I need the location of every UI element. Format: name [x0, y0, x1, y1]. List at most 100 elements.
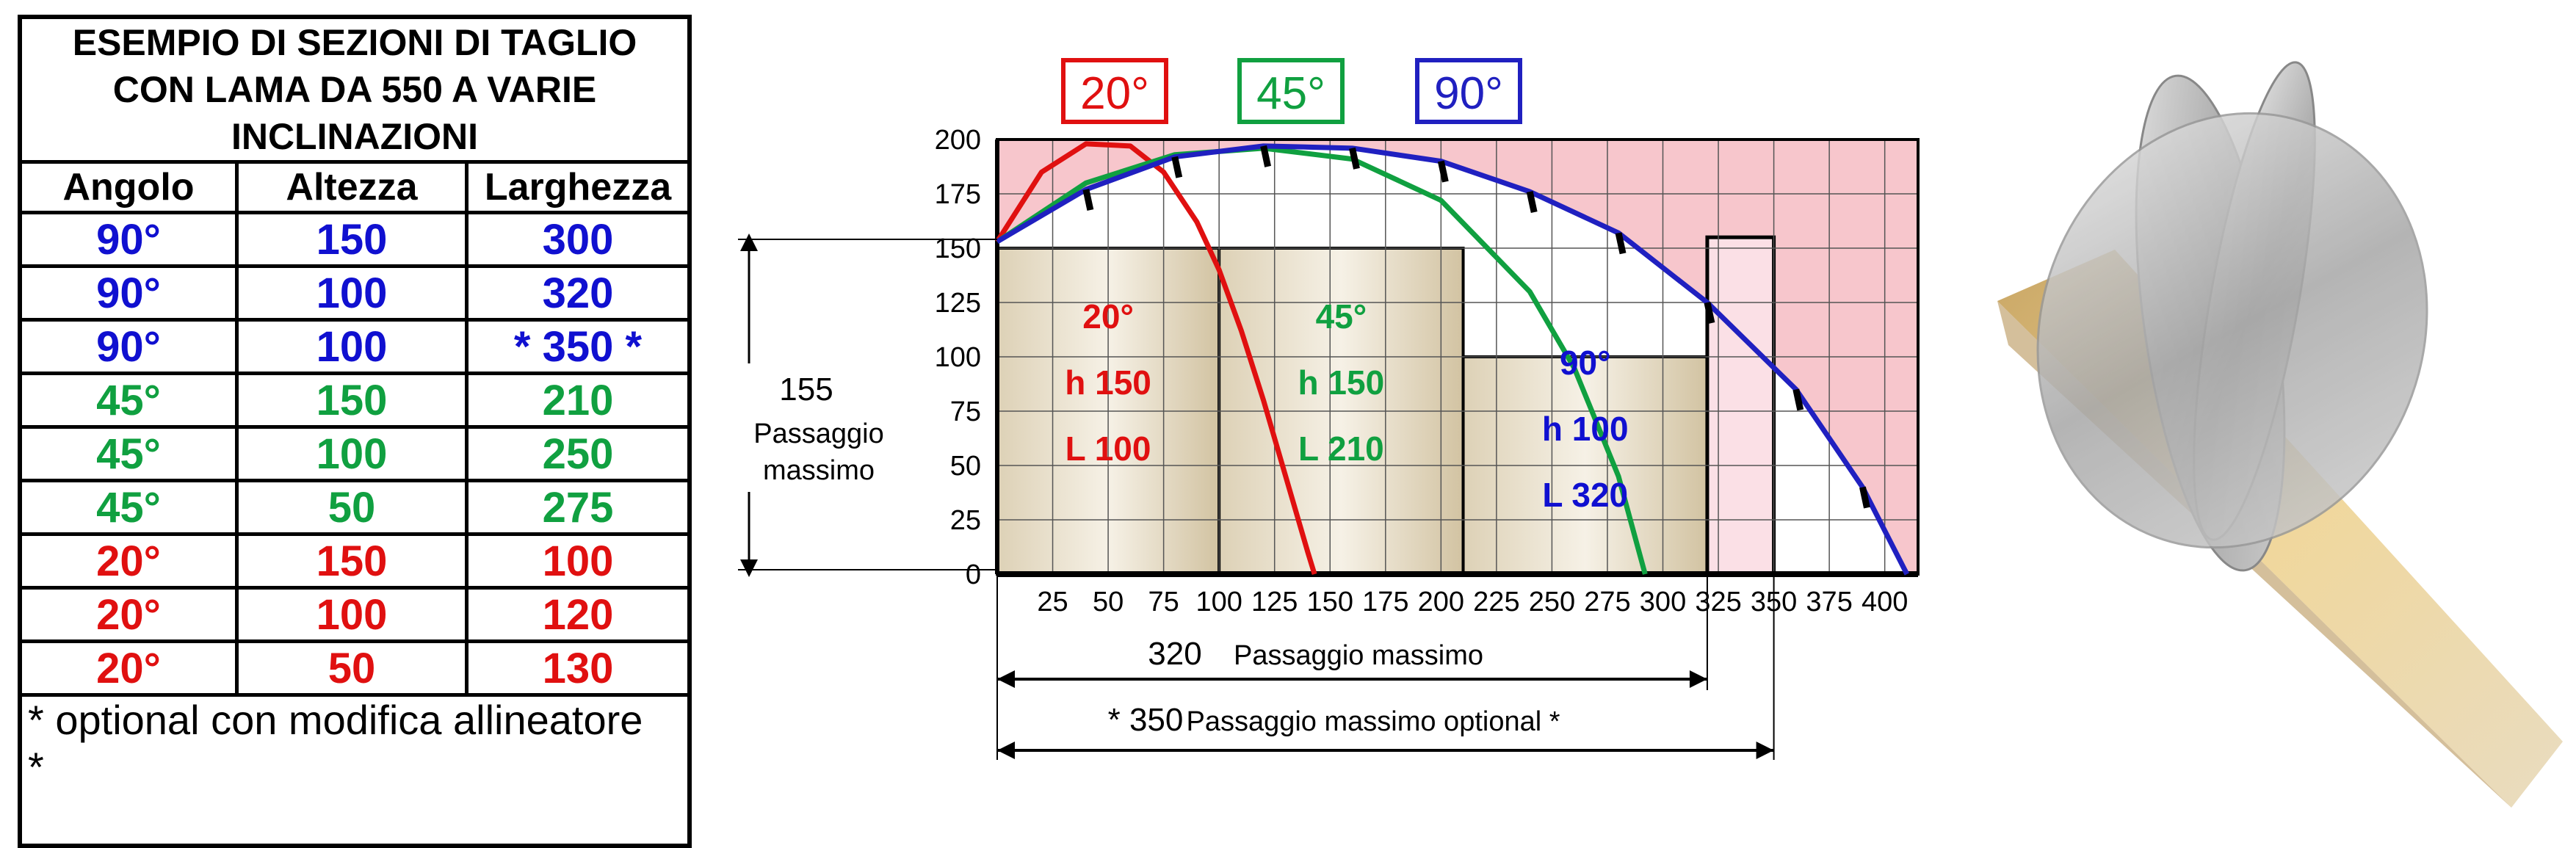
x-tick-label: 125	[1251, 587, 1298, 617]
cell-width: 130	[465, 639, 692, 697]
x-tick-label: 250	[1529, 587, 1575, 617]
table-row: 90° 150 300	[18, 211, 692, 268]
table-row: 45° 50 275	[18, 479, 692, 536]
legend-box	[1415, 58, 1522, 124]
table-title-line: CON LAMA DA 550 A VARIE	[112, 69, 597, 110]
cell-angle: 45°	[18, 425, 239, 482]
legend-box	[1061, 58, 1168, 124]
section-label-angle: 20°	[1082, 297, 1134, 336]
cell-width: * 350 *	[465, 318, 692, 375]
legend-label: 90°	[1434, 68, 1503, 119]
x-tick-label: 150	[1307, 587, 1353, 617]
cell-height: 100	[235, 425, 468, 482]
blade-tooth-mark	[1082, 189, 1094, 211]
cell-width: 120	[465, 586, 692, 643]
arrow-head	[997, 742, 1015, 759]
cell-height: 150	[235, 372, 468, 429]
table-row: 20° 100 120	[18, 586, 692, 643]
table-title-line: INCLINAZIONI	[231, 116, 479, 157]
cell-angle: 20°	[18, 532, 239, 590]
cut-sections-table: ESEMPIO DI SEZIONI DI TAGLIO CON LAMA DA…	[18, 15, 692, 848]
y-tick-label: 150	[935, 233, 981, 264]
cell-height: 100	[235, 586, 468, 643]
blade-tooth-mark	[1171, 156, 1183, 178]
blade-tooth-mark	[1615, 232, 1627, 255]
x-tick-label: 300	[1640, 587, 1686, 617]
x-tick-label: 400	[1862, 587, 1908, 617]
cell-angle: 45°	[18, 479, 239, 536]
series-line-2	[996, 143, 1910, 576]
table-title-line: ESEMPIO DI SEZIONI DI TAGLIO	[72, 22, 637, 63]
cell-width: 320	[465, 264, 692, 322]
cell-height: 100	[235, 318, 468, 375]
arrow-head	[1689, 670, 1707, 688]
table-title: ESEMPIO DI SEZIONI DI TAGLIO CON LAMA DA…	[18, 15, 692, 164]
cell-angle: 90°	[18, 264, 239, 322]
note-line: *	[28, 744, 44, 790]
cell-width: 275	[465, 479, 692, 536]
section-label-h: h 150	[1298, 363, 1385, 402]
blade-tooth-mark	[1437, 160, 1449, 183]
cell-height: 150	[235, 211, 468, 268]
arrow-head	[997, 670, 1015, 688]
cell-height: 50	[235, 479, 468, 536]
x-tick-label: 325	[1695, 587, 1741, 617]
table-row: 45° 150 210	[18, 372, 692, 429]
cell-width: 250	[465, 425, 692, 482]
section-label-L: L 210	[1298, 430, 1384, 468]
x-tick-label: 25	[1037, 587, 1068, 617]
section-label-h: h 150	[1065, 363, 1151, 402]
cell-width: 210	[465, 372, 692, 429]
width2-value: * 350	[1108, 702, 1184, 738]
saw-blade-illustration	[1997, 61, 2563, 808]
x-tick-label: 375	[1806, 587, 1852, 617]
blade-tooth-mark	[1526, 191, 1538, 213]
table-row: 90° 100 320	[18, 264, 692, 322]
y-tick-label: 75	[950, 396, 981, 427]
x-tick-label: 225	[1473, 587, 1519, 617]
blade-tooth-mark	[1859, 486, 1870, 509]
cell-angle: 90°	[18, 318, 239, 375]
series-line-0	[995, 141, 1317, 576]
blade-tooth-mark	[1704, 302, 1715, 324]
blade-tooth-mark	[1260, 145, 1272, 167]
cell-angle: 45°	[18, 372, 239, 429]
plot-area: 25 50 75 100 125 150 175 200 225 250 275 300 325 350 3…	[734, 58, 1920, 760]
x-tick-label: 100	[1195, 587, 1242, 617]
header-angle: Angolo	[18, 160, 239, 214]
cutting-capacity-chart: 25 50 75 100 125 150 175 200 225 250 275 300 325 350 3…	[734, 58, 2563, 808]
optional-section-box	[1705, 235, 1776, 576]
y-tick-label: 175	[935, 179, 981, 210]
y-tick-label: 125	[935, 288, 981, 319]
legend-label: 20°	[1080, 68, 1149, 119]
x-tick-label: 175	[1362, 587, 1408, 617]
x-tick-label: 200	[1418, 587, 1464, 617]
height-label: Passaggio	[753, 418, 883, 449]
arrow-head	[740, 233, 758, 251]
y-tick-label: 50	[950, 451, 981, 482]
saw-blade	[2036, 112, 2428, 549]
cell-angle: 20°	[18, 639, 239, 697]
blade-tooth-mark	[1792, 388, 1804, 411]
x-tick-label: 275	[1584, 587, 1630, 617]
legend-box	[1237, 58, 1345, 124]
y-tick-label: 25	[950, 505, 981, 536]
header-width: Larghezza	[465, 160, 692, 214]
legend-label: 45°	[1256, 68, 1325, 119]
table-row: 20° 150 100	[18, 532, 692, 590]
y-tick-label: 0	[966, 559, 981, 590]
section-label-angle: 45°	[1316, 297, 1367, 336]
height-label: massimo	[763, 455, 875, 486]
cell-width: 100	[465, 532, 692, 590]
x-tick-label: 50	[1093, 587, 1124, 617]
height-value: 155	[779, 372, 833, 407]
width1-label: Passaggio massimo	[1234, 640, 1483, 671]
arrow-head	[1756, 742, 1774, 759]
section-label-h: h 100	[1542, 410, 1629, 448]
cell-height: 100	[235, 264, 468, 322]
table-row: 20° 50 130	[18, 639, 692, 697]
cell-height: 50	[235, 639, 468, 697]
dim-label-bg	[734, 363, 881, 492]
blade-tooth-mark	[1349, 147, 1360, 170]
series-line-1	[996, 145, 1648, 575]
